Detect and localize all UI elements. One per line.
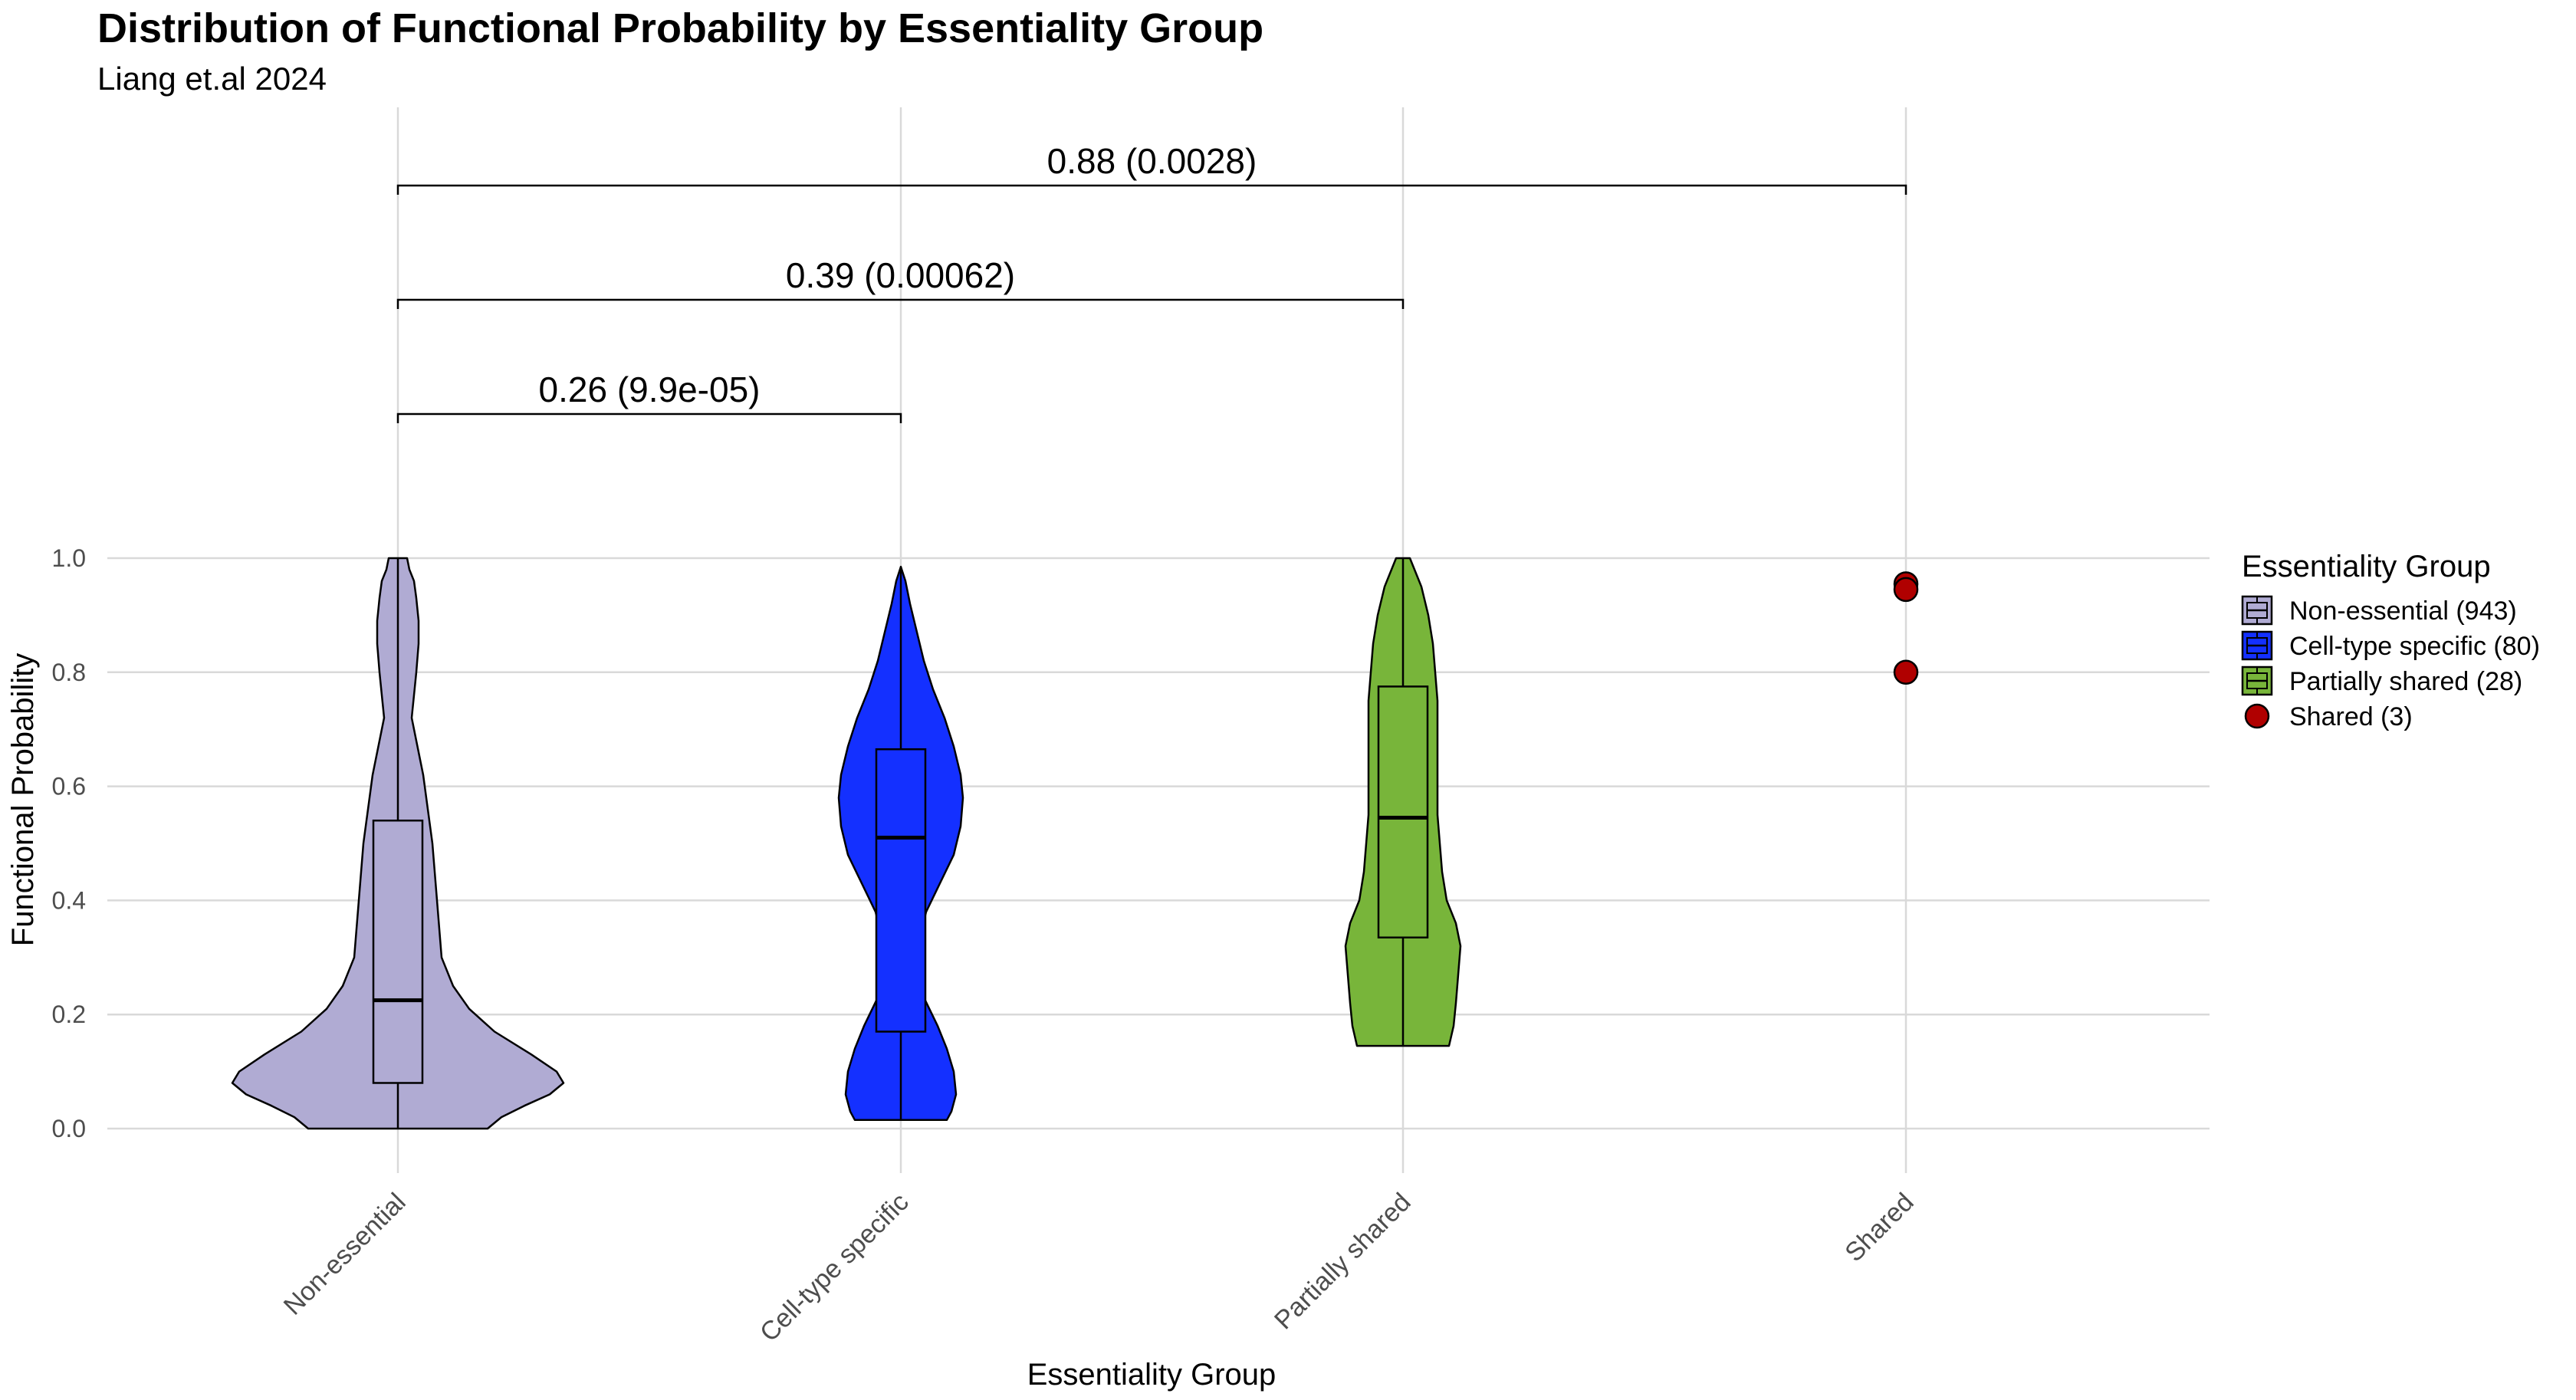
chart-subtitle: Liang et.al 2024 — [97, 61, 327, 97]
y-tick-label: 0.6 — [52, 773, 86, 800]
y-tick-label: 0.8 — [52, 659, 86, 686]
x-tick-label: Non-essential — [278, 1188, 412, 1321]
y-tick-label: 0.4 — [52, 886, 86, 914]
comparison-label: 0.39 (0.00062) — [786, 255, 1015, 295]
data-point-shared — [1893, 659, 1919, 685]
legend-title: Essentiality Group — [2242, 550, 2491, 583]
chart-title: Distribution of Functional Probability b… — [97, 5, 1263, 51]
legend-label: Cell-type specific (80) — [2289, 632, 2540, 661]
box-iqr — [875, 748, 927, 1033]
comparison-bracket — [396, 298, 1405, 309]
axis-ticks: 0.0 0.2 0.4 0.6 0.8 1.0 Non-essential Cell-type… — [52, 544, 1920, 1347]
legend-label: Shared (3) — [2289, 702, 2413, 731]
legend-label: Non-essential (943) — [2289, 596, 2517, 626]
comparison-brackets: 0.26 (9.9e-05) 0.39 (0.00062) 0.88 (0.0028… — [396, 141, 1907, 423]
comparison-bracket — [396, 412, 902, 423]
comparison-bracket — [396, 184, 1907, 195]
x-tick-label: Partially shared — [1269, 1188, 1417, 1336]
x-axis-title: Essentiality Group — [1027, 1358, 1276, 1392]
y-tick-label: 0.2 — [52, 1001, 86, 1028]
y-tick-label: 1.0 — [52, 544, 86, 572]
x-tick-label: Cell-type specific — [754, 1188, 915, 1348]
box-iqr — [372, 819, 424, 1084]
y-tick-label: 0.0 — [52, 1115, 86, 1142]
legend: Essentiality Group Non-essential (943) Ce… — [2241, 550, 2540, 731]
data-point-shared — [1893, 577, 1919, 603]
x-tick-label: Shared — [1839, 1188, 1919, 1267]
legend-items: Non-essential (943) Cell-type specific (8… — [2241, 595, 2540, 731]
comparison-label: 0.88 (0.0028) — [1047, 141, 1257, 181]
comparison-label: 0.26 (9.9e-05) — [539, 370, 761, 409]
violins — [231, 557, 1919, 1130]
legend-label: Partially shared (28) — [2289, 667, 2522, 696]
y-axis-title: Functional Probability — [6, 653, 40, 946]
box-iqr — [1377, 685, 1429, 939]
legend-key — [2244, 703, 2270, 729]
